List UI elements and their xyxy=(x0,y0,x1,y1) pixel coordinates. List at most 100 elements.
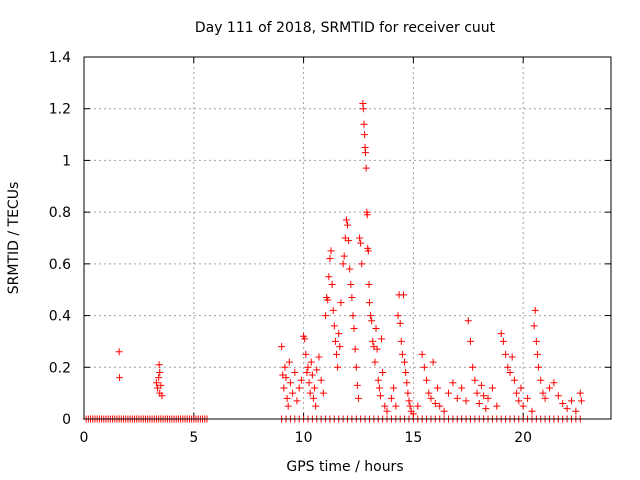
data-point xyxy=(497,330,505,338)
data-point xyxy=(458,384,466,392)
data-point xyxy=(286,379,294,387)
data-point xyxy=(336,343,344,351)
data-point xyxy=(409,410,417,418)
data-point xyxy=(353,381,361,389)
data-point xyxy=(362,149,370,157)
data-point xyxy=(334,363,342,371)
data-point xyxy=(324,296,332,304)
data-point xyxy=(431,399,439,407)
data-point xyxy=(427,394,435,402)
data-point xyxy=(345,237,353,245)
data-point xyxy=(420,363,428,371)
data-point xyxy=(362,164,370,172)
data-point xyxy=(309,394,317,402)
data-point xyxy=(358,260,366,268)
data-point xyxy=(493,402,501,410)
data-point xyxy=(285,358,293,366)
data-point xyxy=(381,402,389,410)
data-point xyxy=(403,379,411,387)
data-point xyxy=(396,319,404,327)
data-point xyxy=(482,405,490,413)
data-point xyxy=(414,402,422,410)
data-point xyxy=(379,368,387,376)
data-point xyxy=(531,306,539,314)
data-point xyxy=(519,402,527,410)
data-point xyxy=(367,312,375,320)
data-point xyxy=(577,397,585,405)
data-point xyxy=(158,392,166,400)
data-point xyxy=(302,350,310,358)
data-point xyxy=(301,335,309,343)
data-point xyxy=(368,317,376,325)
data-point xyxy=(502,350,510,358)
data-point xyxy=(313,366,321,374)
data-point xyxy=(357,239,365,247)
data-point xyxy=(333,350,341,358)
data-point xyxy=(350,325,358,332)
x-tick-label: 15 xyxy=(404,430,422,446)
data-point xyxy=(371,358,379,366)
data-point xyxy=(115,348,123,356)
data-point xyxy=(340,252,348,260)
data-point xyxy=(378,335,386,343)
data-point xyxy=(510,376,518,384)
data-point xyxy=(319,389,327,397)
data-point xyxy=(152,379,160,387)
data-point xyxy=(475,399,483,407)
data-point xyxy=(311,384,319,392)
data-point xyxy=(157,381,165,389)
data-point xyxy=(354,394,362,402)
data-point xyxy=(406,402,414,410)
data-point xyxy=(508,353,516,361)
data-point xyxy=(369,337,377,345)
data-point xyxy=(449,379,457,387)
data-point xyxy=(328,281,336,289)
data-point xyxy=(504,363,512,371)
data-point xyxy=(383,407,391,415)
data-point xyxy=(337,299,345,307)
data-point xyxy=(418,350,426,358)
data-point xyxy=(469,363,477,371)
grid-lines xyxy=(84,57,611,419)
data-point xyxy=(363,211,371,219)
data-point xyxy=(293,397,301,405)
data-point xyxy=(349,312,357,320)
data-point xyxy=(539,389,547,397)
data-point xyxy=(404,389,412,397)
data-point xyxy=(390,384,398,392)
data-point xyxy=(554,392,562,400)
data-point xyxy=(356,234,364,242)
data-point xyxy=(365,299,373,307)
data-point xyxy=(344,221,351,229)
data-point xyxy=(567,397,575,405)
data-point xyxy=(295,384,303,392)
x-tick-labels: 0 5 10 15 20 xyxy=(80,430,533,446)
data-point xyxy=(317,376,325,384)
data-point xyxy=(397,337,405,345)
y-tick-labels: 0 0.2 0.4 0.6 0.8 1 1.2 1.4 xyxy=(49,50,71,428)
chart-title: Day 111 of 2018, SRMTID for receiver cuu… xyxy=(195,20,496,36)
plot-frame xyxy=(83,56,612,420)
y-tick-label: 1.2 xyxy=(49,102,71,118)
data-point xyxy=(331,337,339,345)
data-point xyxy=(348,293,356,301)
data-point xyxy=(533,350,541,358)
data-point xyxy=(156,368,164,376)
data-point xyxy=(155,374,163,382)
data-point xyxy=(563,405,571,413)
data-point xyxy=(515,397,523,405)
data-point xyxy=(550,379,558,387)
data-point xyxy=(304,363,312,371)
data-point xyxy=(387,394,395,402)
data-point xyxy=(535,363,543,371)
x-tick-label: 5 xyxy=(189,430,198,446)
data-point xyxy=(360,120,368,128)
data-point xyxy=(423,376,431,384)
data-point xyxy=(401,358,409,366)
data-point xyxy=(351,345,359,353)
data-point xyxy=(477,381,485,389)
x-axis-label: GPS time / hours xyxy=(286,459,403,475)
data-point xyxy=(364,247,372,255)
